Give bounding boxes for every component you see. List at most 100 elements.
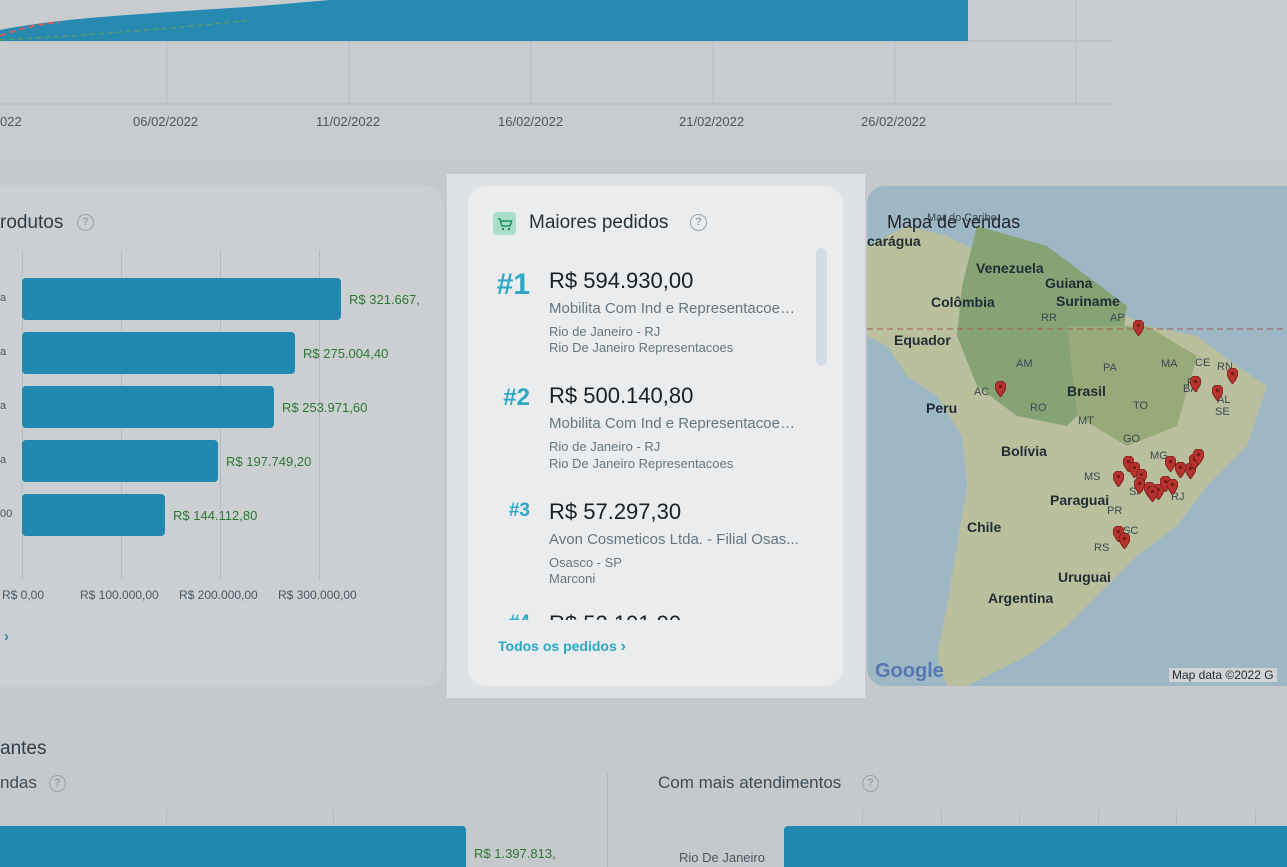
state-label: AC — [974, 386, 990, 398]
google-logo: Google — [875, 660, 944, 682]
state-label: MG — [1150, 450, 1168, 462]
order-rank: #2 — [503, 384, 530, 411]
date-label: 06/02/2022 — [133, 114, 199, 129]
map-title: Mapa de vendas — [887, 212, 1021, 232]
bar-value-label: R$ 253.971,60 — [282, 400, 368, 415]
grid-line — [319, 250, 320, 580]
country-label: Suriname — [1056, 293, 1120, 309]
map-pin-icon[interactable] — [1166, 478, 1179, 496]
state-label: GO — [1123, 433, 1141, 445]
left-subtitle: ndas — [0, 773, 37, 792]
cart-icon — [493, 212, 516, 235]
order-company: Mobilita Com Ind e Representacoes... — [549, 300, 799, 317]
order-amount[interactable]: R$ 52.101,90 — [549, 611, 681, 620]
map-pin-icon[interactable] — [1118, 532, 1131, 550]
map-pin-icon[interactable] — [1174, 461, 1187, 479]
sales-timeline-chart: 022 06/02/2022 11/02/2022 16/02/2022 21/… — [0, 0, 1287, 160]
all-orders-link[interactable]: Todos os pedidos › — [498, 638, 626, 656]
row-label: Rio De Janeiro — [679, 850, 765, 865]
bar-value-label: R$ 321.667, — [349, 292, 420, 307]
date-label: 16/02/2022 — [498, 114, 564, 129]
map-pin-icon[interactable] — [994, 380, 1007, 398]
order-rank: #1 — [496, 268, 530, 301]
product-bar[interactable] — [22, 278, 341, 320]
orders-list[interactable]: #1 R$ 594.930,00 Mobilita Com Ind e Repr… — [468, 248, 813, 620]
country-label: Uruguai — [1058, 569, 1111, 585]
state-label: AM — [1016, 358, 1033, 370]
map-pin-icon[interactable] — [1192, 448, 1205, 466]
state-label: PA — [1103, 362, 1117, 374]
chevron-right-icon: › — [620, 638, 626, 655]
map-pin-icon[interactable] — [1189, 375, 1202, 393]
attendant-sales-bar[interactable] — [0, 826, 466, 867]
date-label: 022 — [0, 114, 22, 129]
caribe-label: Mar do Caribe — [927, 212, 997, 224]
bar-category-label: a — [0, 292, 7, 304]
divider — [607, 772, 608, 867]
product-bar[interactable] — [22, 386, 274, 428]
state-label: CE — [1195, 357, 1211, 369]
help-icon[interactable]: ? — [690, 214, 707, 231]
order-amount[interactable]: R$ 57.297,30 — [549, 499, 682, 524]
state-label: MS — [1084, 471, 1101, 483]
bar-value-label: R$ 197.749,20 — [226, 454, 312, 469]
all-orders-label: Todos os pedidos — [498, 638, 617, 654]
order-rank: #4 — [468, 612, 530, 620]
axis-tick: R$ 300.000,00 — [278, 588, 357, 602]
map-pin-icon[interactable] — [1132, 319, 1145, 337]
state-label: TO — [1133, 400, 1149, 412]
state-label: RS — [1094, 542, 1110, 554]
map-pin-icon[interactable] — [1133, 477, 1146, 495]
bar-value-label: R$ 275.004,40 — [303, 346, 389, 361]
country-label: carágua — [867, 233, 921, 249]
bar-category-label: 00 — [0, 508, 13, 520]
map-pin-icon[interactable] — [1112, 470, 1125, 488]
timeline-area — [0, 0, 968, 41]
map-pin-icon[interactable] — [1211, 384, 1224, 402]
order-seller: Rio De Janeiro Representacoes — [549, 456, 734, 471]
help-icon[interactable]: ? — [862, 775, 879, 792]
product-bar[interactable] — [22, 332, 295, 374]
top-products-card — [0, 185, 443, 687]
order-amount[interactable]: R$ 594.930,00 — [549, 268, 694, 293]
date-label: 11/02/2022 — [316, 114, 381, 129]
axis-tick: R$ 200.000,00 — [179, 588, 258, 602]
section-title: antes — [0, 738, 47, 759]
state-label: MT — [1078, 415, 1094, 427]
bar-value-label: R$ 1.397.813, — [474, 846, 556, 861]
help-icon[interactable]: ? — [49, 775, 66, 792]
state-label: AP — [1110, 312, 1125, 324]
country-label: Guiana — [1045, 275, 1093, 291]
help-icon[interactable]: ? — [77, 214, 94, 231]
state-label: RO — [1030, 402, 1047, 414]
axis-tick: R$ 0,00 — [2, 588, 45, 602]
country-label: Equador — [894, 332, 951, 348]
country-label: Argentina — [988, 590, 1054, 606]
axis-tick: R$ 100.000,00 — [80, 588, 159, 602]
map-pin-icon[interactable] — [1146, 485, 1159, 503]
order-seller: Rio De Janeiro Representacoes — [549, 340, 734, 355]
map-pin-icon[interactable] — [1164, 455, 1177, 473]
country-label: Chile — [967, 519, 1002, 535]
bar-value-label: R$ 144.112,80 — [173, 508, 258, 523]
orders-scrollbar[interactable] — [816, 248, 827, 366]
map-land — [867, 186, 1287, 686]
chevron-right-icon[interactable]: › — [4, 628, 9, 645]
country-label: Colômbia — [931, 294, 995, 310]
product-bar[interactable] — [22, 494, 165, 536]
state-label: MA — [1161, 358, 1178, 370]
date-label: 26/02/2022 — [861, 114, 927, 129]
right-subtitle: Com mais atendimentos — [658, 773, 842, 792]
order-amount[interactable]: R$ 500.140,80 — [549, 383, 694, 408]
largest-orders-card — [468, 186, 843, 686]
sales-map[interactable]: Mapa de vendas Mar do Caribe carágua Ven… — [867, 186, 1287, 686]
bar-category-label: a — [0, 454, 7, 466]
attendant-count-bar[interactable] — [784, 826, 1287, 867]
order-company: Mobilita Com Ind e Representacoes... — [549, 415, 799, 432]
map-pin-icon[interactable] — [1226, 367, 1239, 385]
orders-title: Maiores pedidos — [529, 212, 669, 233]
product-bar[interactable] — [22, 440, 218, 482]
products-title: rodutos — [0, 212, 64, 233]
country-label: Peru — [926, 400, 958, 416]
bar-category-label: a — [0, 346, 7, 358]
